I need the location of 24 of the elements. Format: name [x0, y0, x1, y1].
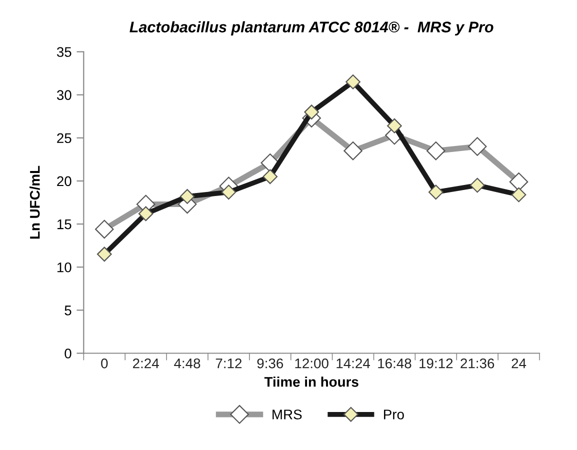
y-tick-label: 10 — [57, 262, 72, 272]
y-tick-label: 15 — [57, 220, 72, 230]
y-tick-label: 0 — [64, 348, 72, 358]
x-tick-label: 21:36 — [460, 358, 494, 368]
y-tick-label: 30 — [56, 90, 72, 100]
x-tick-label: 4:48 — [174, 358, 200, 368]
x-tick-label: 0 — [101, 358, 108, 368]
x-tick-label: 16:48 — [378, 358, 412, 368]
y-tick-label: 20 — [57, 176, 72, 186]
x-tick-label: 2:24 — [133, 358, 159, 368]
x-tick-label: 14:24 — [336, 358, 370, 368]
legend-label: Pro — [384, 410, 404, 420]
y-tick-label: 35 — [56, 47, 72, 57]
legend-label: MRS — [272, 410, 302, 420]
y-tick-label: 5 — [64, 306, 72, 316]
x-tick-label: 7:12 — [216, 358, 242, 368]
chart-title: Lactobacillus plantarum ATCC 8014® - MRS y Pro — [130, 21, 494, 36]
y-axis-title: Ln UFC/mL — [30, 166, 40, 239]
x-tick-label: 9:36 — [257, 358, 284, 368]
x-tick-label: 12:00 — [295, 358, 328, 368]
x-tick-label: 24 — [512, 358, 526, 368]
x-axis-title: Tiime in hours — [264, 376, 358, 387]
x-tick-label: 19:12 — [420, 358, 453, 368]
y-tick-label: 25 — [57, 133, 72, 144]
